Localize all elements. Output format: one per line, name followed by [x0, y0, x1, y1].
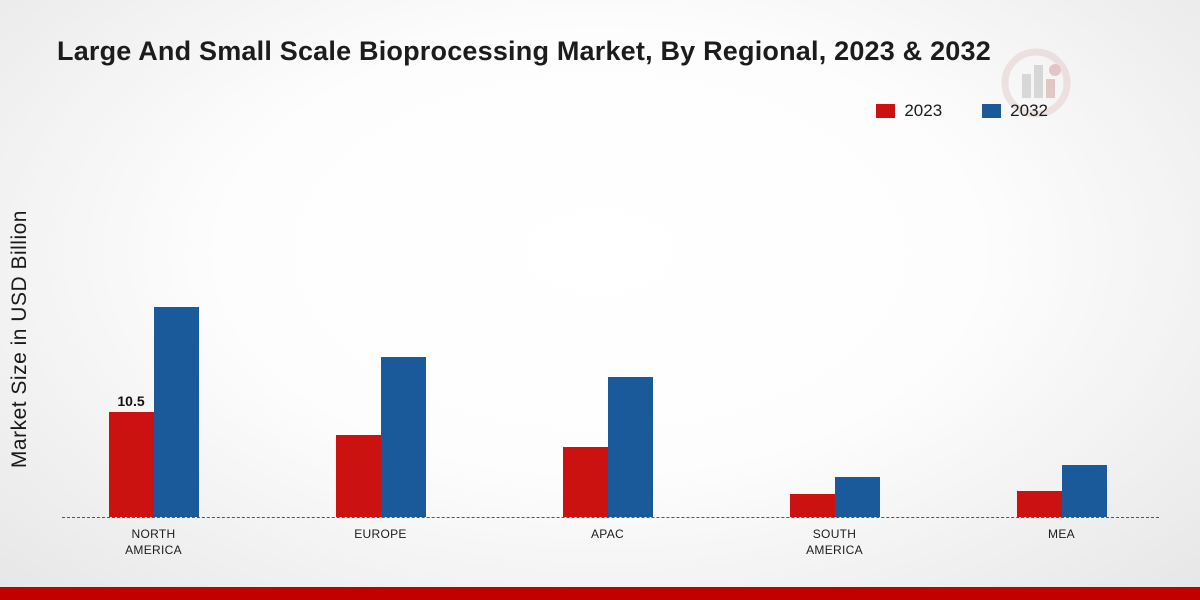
bar-column — [380, 357, 426, 517]
legend-label-2032: 2032 — [1010, 101, 1048, 120]
bar-2032-apac — [607, 377, 653, 517]
bar-column — [607, 377, 653, 517]
bar-group-mea — [948, 465, 1175, 517]
bar-group-north-america: 10.5 — [40, 307, 267, 517]
bar-2023-europe — [335, 435, 381, 517]
legend-item-2023: 2023 — [876, 101, 942, 121]
category-label-text: MEA — [1048, 527, 1075, 541]
x-axis-baseline — [62, 517, 1159, 518]
category-label-text: APAC — [591, 527, 624, 541]
legend: 2023 2032 — [876, 101, 1048, 121]
legend-swatch-2032 — [982, 104, 1002, 118]
category-label-text: NORTH AMERICA — [125, 527, 182, 558]
bar-column — [335, 435, 381, 517]
bar-column — [789, 494, 835, 517]
category-labels: NORTH AMERICA EUROPE APAC SOUTH AMERICA MEA — [40, 517, 1175, 558]
chart-region: 10.5 NORTH AMERICA EUROPE APAC SOUTH AMERIC… — [40, 0, 1175, 557]
category-label-apac: APAC — [494, 517, 721, 558]
bar-2032-south-america — [834, 477, 880, 517]
bar-group-south-america — [721, 477, 948, 517]
legend-item-2032: 2032 — [982, 101, 1048, 121]
y-axis-label: Market Size in USD Billion — [8, 210, 31, 469]
bar-column — [562, 447, 608, 517]
bar-2032-europe — [380, 357, 426, 517]
bar-column — [1016, 491, 1062, 517]
category-label-europe: EUROPE — [267, 517, 494, 558]
bar-group-apac — [494, 377, 721, 517]
legend-swatch-2023 — [876, 104, 896, 118]
chart-title: Large And Small Scale Bioprocessing Mark… — [57, 36, 991, 66]
category-label-mea: MEA — [948, 517, 1175, 558]
bar-2023-apac — [562, 447, 608, 517]
watermark-logo — [995, 42, 1077, 129]
bar-2032-mea — [1061, 465, 1107, 517]
bar-group-europe — [267, 357, 494, 517]
category-label-south-america: SOUTH AMERICA — [721, 517, 948, 558]
bar-column — [834, 477, 880, 517]
bar-column — [153, 307, 199, 517]
bar-column — [1061, 465, 1107, 517]
category-label-text: SOUTH AMERICA — [806, 527, 863, 558]
bottom-red-strip — [0, 587, 1200, 600]
plot-area: 10.5 — [40, 307, 1175, 517]
bar-2032-north-america — [153, 307, 199, 517]
bar-column: 10.5 — [108, 393, 154, 517]
bar-value-label: 10.5 — [117, 393, 145, 409]
category-label-north-america: NORTH AMERICA — [40, 517, 267, 558]
bar-2023-mea — [1016, 491, 1062, 517]
bar-2023-north-america — [108, 412, 154, 517]
category-label-text: EUROPE — [354, 527, 407, 541]
legend-label-2023: 2023 — [904, 101, 943, 120]
company-logo-icon — [1001, 48, 1071, 118]
bar-2023-south-america — [789, 494, 835, 517]
